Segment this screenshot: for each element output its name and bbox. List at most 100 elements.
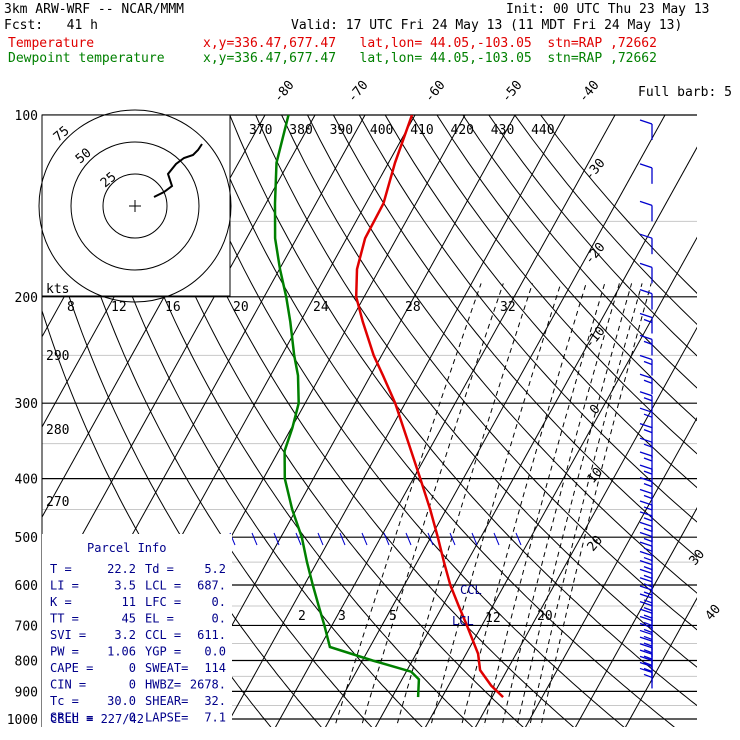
isotherm-label: -40 bbox=[576, 78, 603, 106]
pressure-tick-label: 600 bbox=[15, 579, 38, 594]
wind-barb-flag bbox=[643, 635, 653, 641]
wind-barb-flag bbox=[643, 649, 653, 654]
wind-barb-flag bbox=[639, 312, 653, 319]
mixing-ratio-line bbox=[460, 283, 587, 727]
parcel-value: 0 bbox=[129, 678, 136, 692]
barb-legend-label: Full barb: 5 m s-1 bbox=[638, 85, 740, 100]
mixing-ratio-label: 20 bbox=[233, 300, 249, 315]
wind-barb-tick bbox=[427, 532, 434, 546]
isotherm-label: -30 bbox=[582, 156, 609, 184]
wind-barb-flag bbox=[643, 655, 653, 660]
wind-barb-flag bbox=[643, 318, 653, 324]
wind-barb-flag bbox=[643, 556, 653, 562]
wind-barb-flag bbox=[639, 643, 653, 649]
wind-barb-flag bbox=[643, 506, 653, 511]
mixing-ratio-label: 32 bbox=[500, 300, 516, 315]
wind-barb-flag bbox=[643, 340, 653, 345]
wind-barb-flag bbox=[639, 661, 653, 668]
parcel-label: Td = bbox=[145, 562, 174, 576]
isotherm-label: -60 bbox=[422, 78, 449, 106]
dry-adiabat bbox=[229, 115, 697, 707]
parcel-value: 0.0 bbox=[204, 645, 226, 659]
wind-barb-flag bbox=[639, 577, 653, 583]
theta-label: 380 bbox=[289, 123, 312, 138]
wind-barb-flag bbox=[643, 607, 653, 612]
temperature-legend: Temperature bbox=[8, 36, 95, 51]
parcel-label: YGP = bbox=[145, 645, 181, 659]
wind-barb-flag bbox=[643, 379, 653, 384]
wind-barb bbox=[639, 354, 653, 376]
wind-barb-flag bbox=[643, 397, 653, 402]
wind-barb-flag bbox=[643, 574, 653, 579]
wind-barb-tick bbox=[449, 532, 456, 546]
forecast-hour: Fcst: 41 h bbox=[4, 18, 98, 33]
isotherm-label: -50 bbox=[499, 78, 526, 106]
wind-barb-flag bbox=[643, 621, 653, 627]
mixing-ratio-label: 24 bbox=[313, 300, 329, 315]
wind-barb-flag bbox=[639, 233, 653, 239]
wind-barb-flag bbox=[639, 601, 653, 607]
theta-label: 430 bbox=[491, 123, 514, 138]
wind-barb-flag bbox=[643, 583, 653, 588]
wind-barb-tick bbox=[339, 532, 346, 546]
isotherm-label: 40 bbox=[703, 602, 725, 624]
wind-barb-flag bbox=[639, 568, 653, 574]
wind-barb-flag bbox=[643, 628, 653, 634]
wind-barb-flag bbox=[643, 547, 653, 552]
dry-adiabat bbox=[73, 115, 423, 727]
parcel-info: Parcel Info T = 22.2 Td = 5.2 LI = 3.5 LCL = 687… bbox=[42, 534, 482, 727]
wind-barb-flag bbox=[639, 476, 653, 483]
mixing-ratio-label: 28 bbox=[405, 300, 421, 315]
wind-barb-flag bbox=[639, 629, 653, 636]
dry-adiabat bbox=[462, 115, 697, 389]
mixing-ratio-label: 12 bbox=[111, 300, 127, 315]
mixing-ratio-line bbox=[395, 283, 533, 727]
dry-adiabat bbox=[125, 115, 524, 727]
theta-label: 420 bbox=[451, 123, 474, 138]
parcel-label: LI = bbox=[50, 579, 79, 593]
wind-barb-flag bbox=[643, 443, 653, 448]
theta-label: 400 bbox=[370, 123, 393, 138]
wind-barb-flag bbox=[639, 531, 653, 538]
parcel-label: LFC = bbox=[145, 595, 181, 609]
dry-adiabat bbox=[151, 115, 575, 727]
parcel-label: SHEAR= bbox=[145, 694, 188, 708]
dry-adiabat bbox=[332, 115, 697, 558]
temperature-trace bbox=[354, 115, 504, 698]
wind-barb-flag bbox=[643, 494, 653, 500]
parcel-title: Parcel Info bbox=[87, 541, 166, 555]
wind-barb bbox=[639, 119, 653, 141]
parcel-value: 0 bbox=[129, 661, 136, 675]
dry-adiabat bbox=[488, 115, 697, 357]
wind-barb-flag bbox=[643, 429, 653, 434]
theta-label: 410 bbox=[410, 123, 433, 138]
wind-barb-flag bbox=[643, 483, 653, 488]
wind-barb-flag bbox=[639, 622, 653, 629]
wind-barb-tick bbox=[251, 532, 258, 546]
wind-barb-tick bbox=[317, 532, 324, 546]
parcel-value: 3.5 bbox=[114, 579, 136, 593]
parcel-value: 32. bbox=[204, 694, 226, 708]
wind-barb-flag bbox=[639, 667, 653, 674]
parcel-cell: CELL = 227/42 bbox=[50, 712, 144, 726]
parcel-label: LAPSE= bbox=[145, 711, 188, 725]
theta-left-label: 280 bbox=[46, 423, 69, 438]
wind-barb-flag bbox=[643, 537, 653, 543]
wind-barb bbox=[639, 262, 653, 284]
dry-adiabat bbox=[436, 115, 697, 422]
wind-barb-flag bbox=[639, 423, 653, 429]
hodograph-unit-label: kts bbox=[46, 282, 69, 297]
wind-barb bbox=[639, 464, 653, 486]
wind-barb-flag bbox=[643, 642, 653, 647]
parcel-label: CIN = bbox=[50, 678, 86, 692]
dry-adiabat bbox=[203, 115, 675, 727]
isotherm-line bbox=[424, 236, 697, 727]
wind-barb bbox=[639, 667, 653, 689]
dry-adiabat bbox=[99, 115, 474, 727]
wind-barb-flag bbox=[643, 661, 653, 666]
isotherm-label: 0 bbox=[587, 402, 604, 418]
mixing-ratio-line bbox=[429, 283, 562, 727]
parcel-value: 11 bbox=[122, 595, 136, 609]
